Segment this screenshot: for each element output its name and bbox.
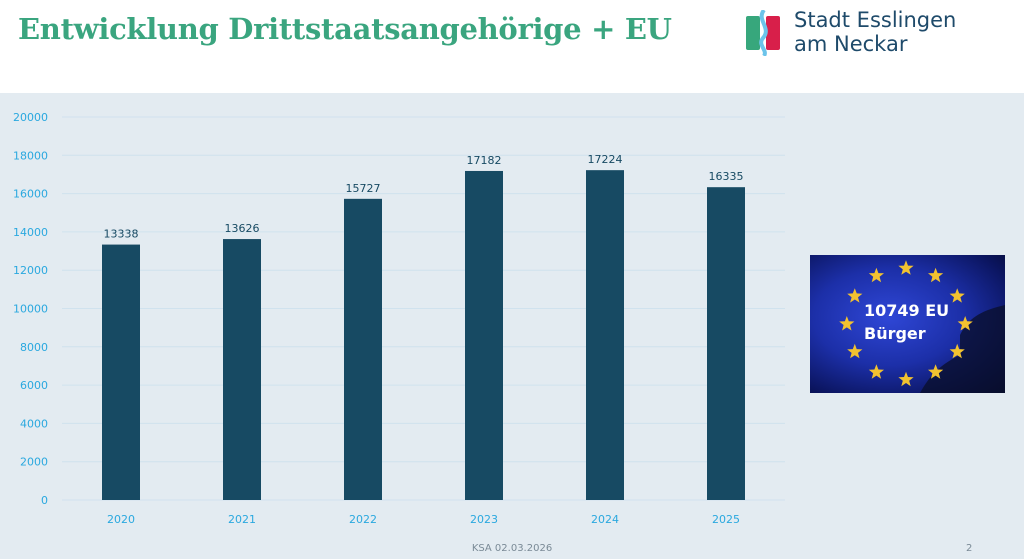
- star-icon: [949, 288, 965, 303]
- y-tick-label: 12000: [13, 264, 48, 277]
- x-tick-label: 2021: [228, 513, 256, 526]
- star-icon: [957, 316, 973, 331]
- y-tick-label: 8000: [20, 341, 48, 354]
- y-tick-label: 6000: [20, 379, 48, 392]
- star-icon: [847, 343, 863, 359]
- data-label: 15727: [346, 182, 381, 195]
- city-logo: Stadt Esslingen am Neckar: [746, 8, 986, 60]
- star-icon: [949, 343, 965, 359]
- x-tick-label: 2024: [591, 513, 619, 526]
- y-tick-label: 20000: [13, 111, 48, 124]
- bar-chart: 0 2000 4000 6000 8000 10000 12000 14000 16000 180…: [13, 111, 785, 526]
- eu-citizens-box: 10749 EU Bürger: [810, 255, 1005, 393]
- eu-citizens-count: 10749 EU: [864, 301, 950, 320]
- star-icon: [847, 288, 863, 303]
- y-tick-label: 4000: [20, 417, 48, 430]
- logo-line-1: Stadt Esslingen: [794, 8, 957, 32]
- eu-flag-stars-icon: [839, 260, 1005, 393]
- bar: [707, 187, 745, 500]
- city-logo-text: Stadt Esslingen am Neckar: [794, 8, 956, 56]
- data-label: 13338: [104, 228, 139, 241]
- y-tick-label: 2000: [20, 456, 48, 469]
- data-label: 16335: [709, 170, 744, 183]
- eu-citizens-label: Bürger: [864, 324, 926, 343]
- x-tick-label: 2020: [107, 513, 135, 526]
- bar: [586, 170, 624, 500]
- page-number: 2: [966, 543, 973, 554]
- star-icon: [839, 316, 855, 331]
- x-tick-label: 2022: [349, 513, 377, 526]
- x-tick-label: 2023: [470, 513, 498, 526]
- page-title: Entwicklung Drittstaatsangehörige + EU: [18, 12, 672, 46]
- star-icon: [868, 267, 884, 283]
- bar: [344, 198, 382, 500]
- star-icon: [898, 260, 914, 275]
- y-tick-label: 14000: [13, 226, 48, 239]
- star-icon: [928, 267, 944, 283]
- y-tick-label: 0: [41, 494, 48, 507]
- logo-line-2: am Neckar: [794, 32, 908, 56]
- eu-citizens-text: 10749 EU Bürger: [864, 299, 949, 345]
- footer-text: KSA 02.03.2026: [471, 543, 553, 554]
- city-logo-icon: [746, 10, 780, 56]
- y-tick-label: 18000: [13, 149, 48, 162]
- data-label: 13626: [225, 222, 260, 235]
- bar: [102, 244, 140, 500]
- data-label: 17182: [467, 154, 502, 167]
- y-tick-label: 16000: [13, 188, 48, 201]
- data-label: 17224: [588, 153, 623, 166]
- y-tick-label: 10000: [13, 303, 48, 316]
- bar: [465, 170, 503, 500]
- star-icon: [898, 371, 914, 387]
- bar: [223, 239, 261, 500]
- star-icon: [868, 364, 884, 379]
- x-tick-label: 2025: [712, 513, 740, 526]
- star-icon: [928, 364, 944, 379]
